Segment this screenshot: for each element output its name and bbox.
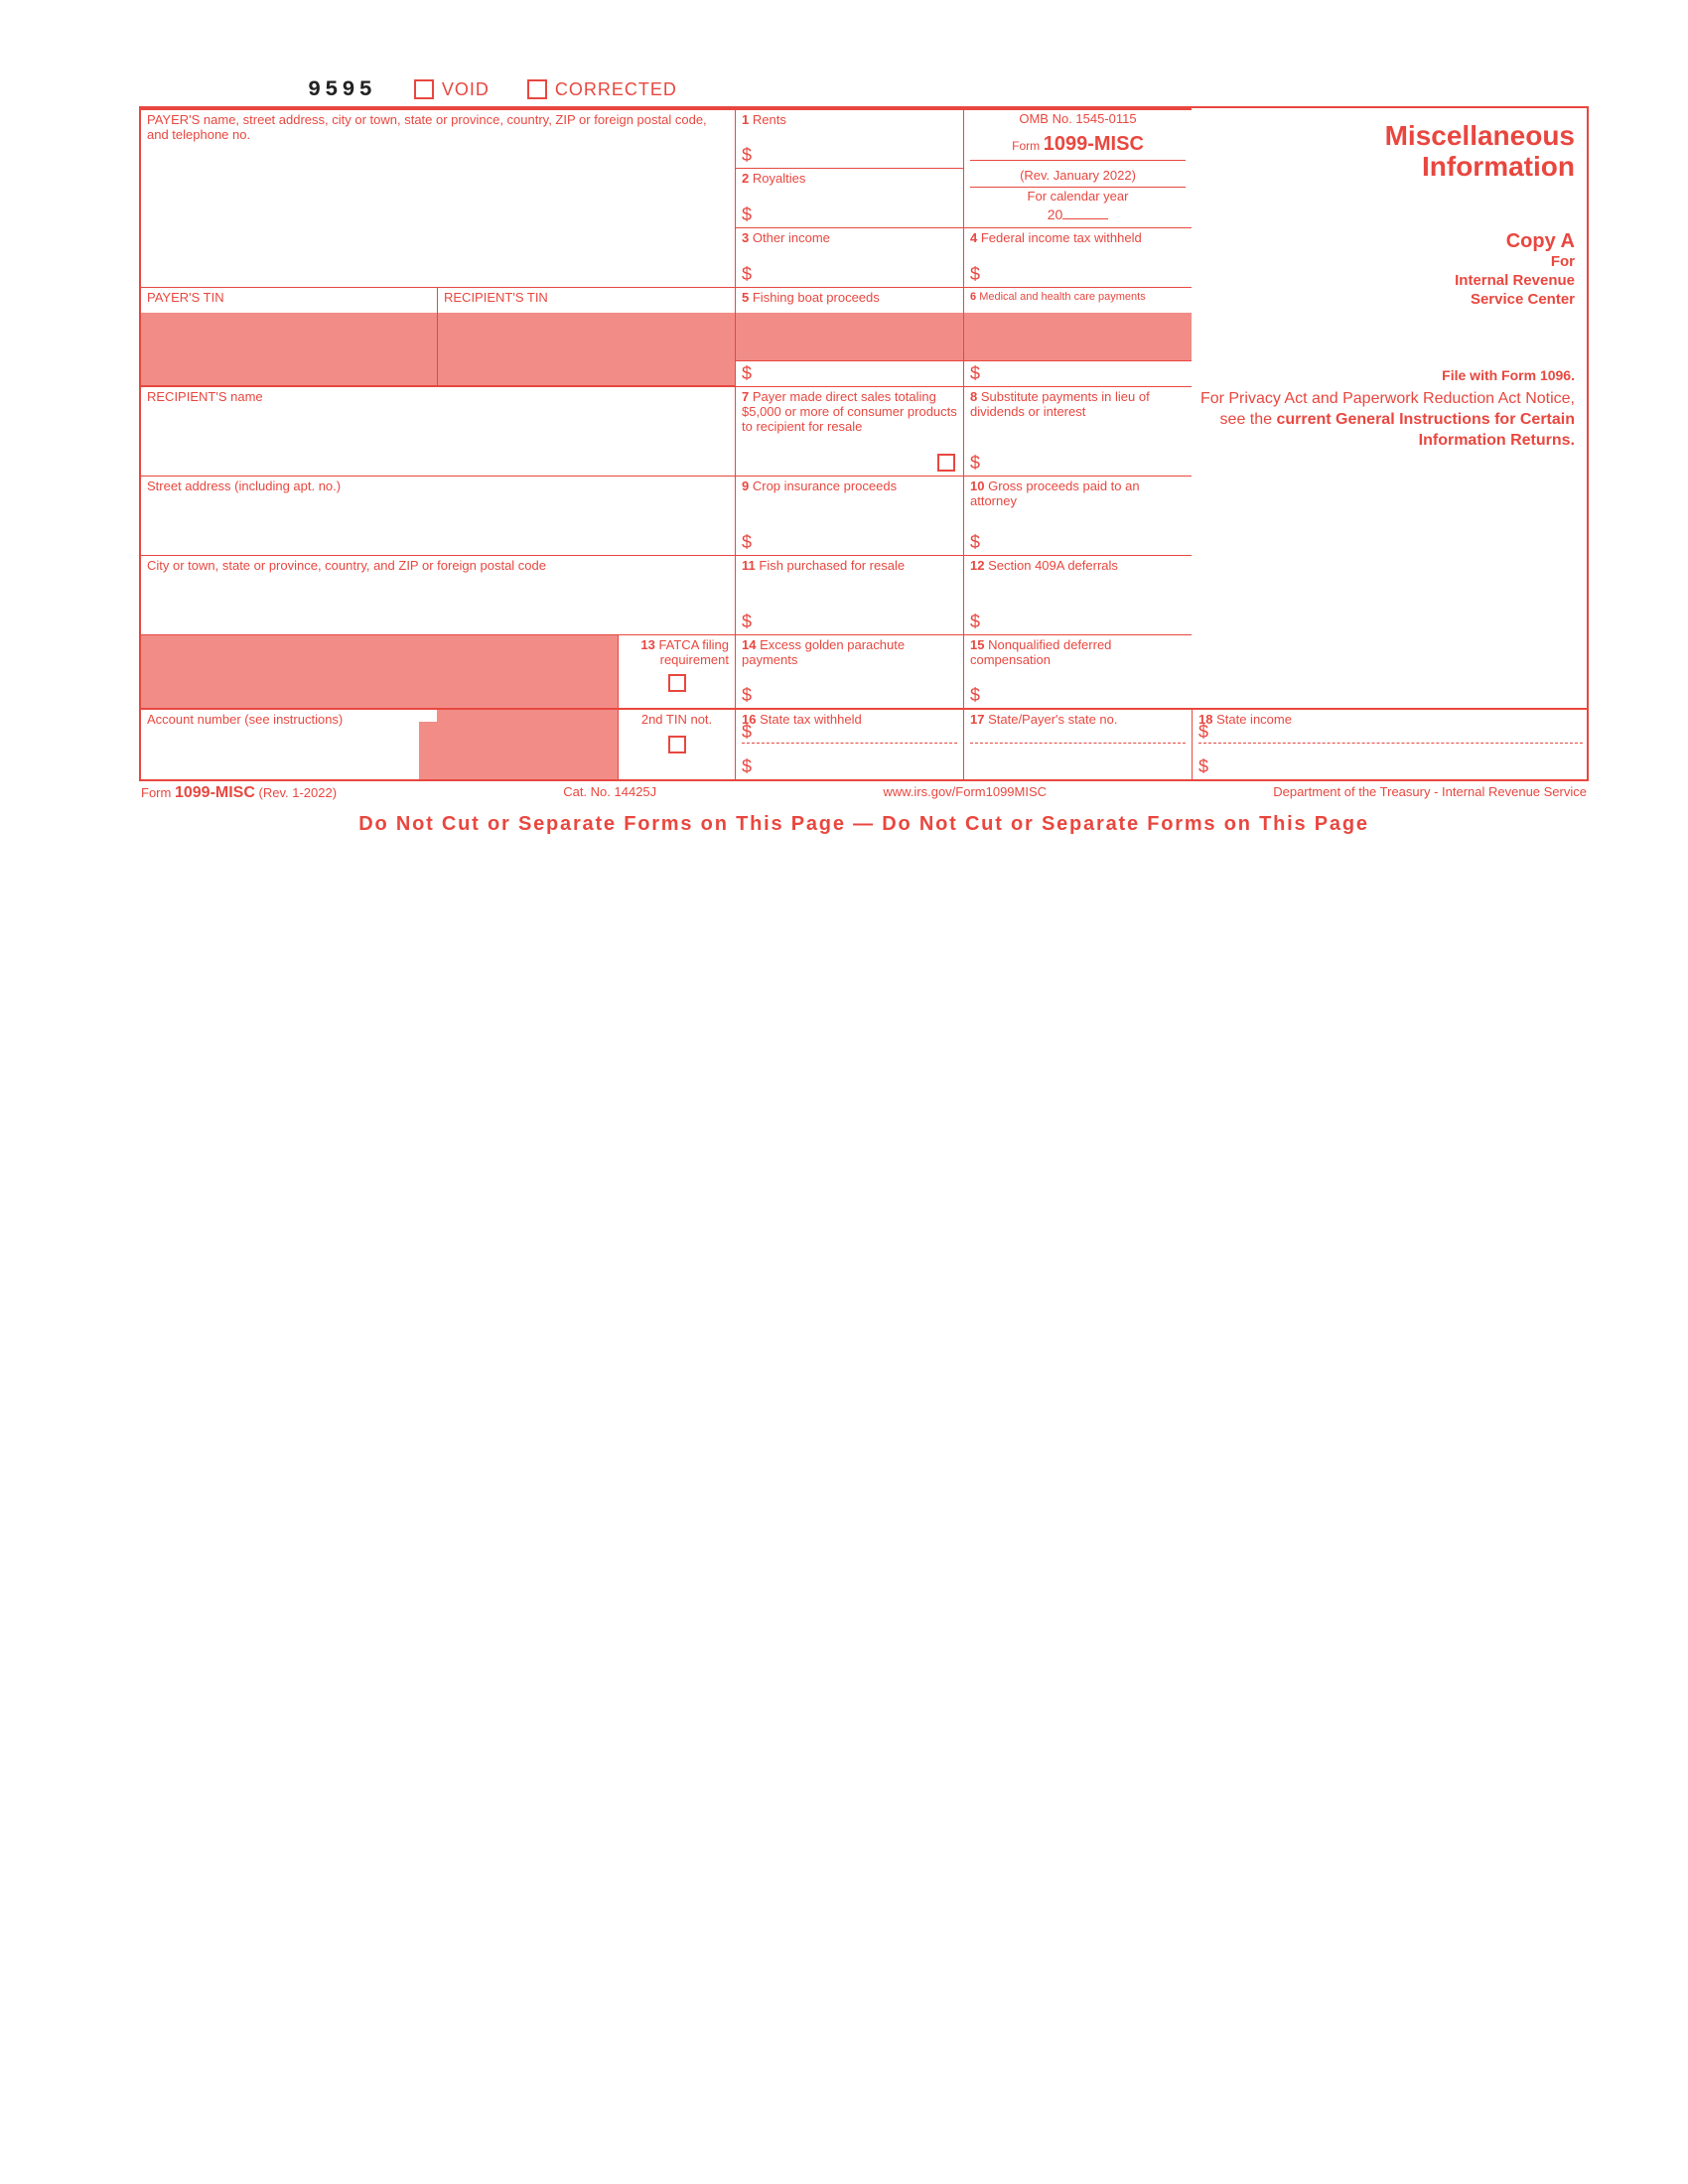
recipient-tin-label-cell: RECIPIENT'S TIN [437,287,735,313]
city-cell[interactable]: City or town, state or province, country… [139,555,735,634]
box-1[interactable]: 1 Rents $ [735,108,963,168]
box-5-label: 5 Fishing boat proceeds [735,287,963,313]
box-17b[interactable] [963,744,1192,779]
void-checkbox[interactable] [414,79,434,99]
copy-a-cell: Copy A For Internal Revenue Service Cent… [1192,227,1589,313]
footer-form-number: 1099-MISC [175,784,255,801]
rev-year-cell: (Rev. January 2022) For calendar year 20 [963,168,1192,227]
footer-line: Form 1099-MISC (Rev. 1-2022) Cat. No. 14… [139,781,1589,805]
ocr-code: 9595 [308,77,376,102]
acct-label: Account number (see instructions) [147,712,343,727]
box-18a[interactable]: 18 State income $ [1192,708,1589,744]
box-7[interactable]: 7 Payer made direct sales totaling $5,00… [735,386,963,476]
footer-url: www.irs.gov/Form1099MISC [883,784,1047,802]
privacy-cell: For Privacy Act and Paperwork Reduction … [1192,386,1589,708]
box-4[interactable]: 4 Federal income tax withheld $ [963,227,1192,287]
box-12[interactable]: 12 Section 409A deferrals $ [963,555,1192,634]
file-1096-cell: File with Form 1096. [1192,313,1589,386]
form-grid: PAYER'S name, street address, city or to… [139,106,1589,781]
box-16b[interactable]: $ [735,744,963,779]
form-number: 1099-MISC [1044,133,1144,155]
tin2-label: 2nd TIN not. [641,712,712,727]
street-label: Street address (including apt. no.) [147,478,341,493]
box-9[interactable]: 9 Crop insurance proceeds $ [735,476,963,555]
corrected-checkbox[interactable] [527,79,547,99]
form-1099-misc: 9595 VOID CORRECTED PAYER'S name, street… [139,74,1589,836]
recipient-name-cell[interactable]: RECIPIENT'S name [139,386,735,476]
box-13-label: FATCA filing requirement [658,637,729,667]
box-15[interactable]: 15 Nonqualified deferred compensation $ [963,634,1192,708]
payer-tin-input[interactable] [139,313,437,386]
box-11[interactable]: 11 Fish purchased for resale $ [735,555,963,634]
recipient-tin-input[interactable] [437,313,735,386]
box-2[interactable]: 2 Royalties $ [735,168,963,227]
box-18b[interactable]: $ [1192,744,1589,779]
rev-label: (Rev. January 2022) [970,169,1186,184]
title-line2: Information [1422,151,1575,182]
copy-for: For [1551,253,1575,270]
file-1096-label: File with Form 1096. [1442,367,1583,383]
void-label: VOID [442,79,490,100]
top-row: 9595 VOID CORRECTED [139,74,1589,104]
title-cell: Miscellaneous Information [1192,108,1589,227]
payer-tin-label: PAYER'S TIN [147,290,224,305]
year-input[interactable] [1062,218,1108,219]
acct-pink: 2nd TIN not. [437,708,735,779]
payer-block[interactable]: PAYER'S name, street address, city or to… [139,108,735,287]
copy-a-label: Copy A [1192,230,1583,253]
payer-tin-label-cell: PAYER'S TIN [139,287,437,313]
recipient-tin-label: RECIPIENT'S TIN [444,290,548,305]
pink-blank2: 13 FATCA filing requirement [437,634,735,708]
box-10[interactable]: 10 Gross proceeds paid to an attorney $ [963,476,1192,555]
box-16a[interactable]: 16 State tax withheld $ [735,708,963,744]
recipient-name-label: RECIPIENT'S name [147,389,263,404]
omb-cell: OMB No. 1545-0115 Form 1099-MISC [963,108,1192,168]
copy-irs1: Internal Revenue [1455,272,1575,289]
box-14[interactable]: 14 Excess golden parachute payments $ [735,634,963,708]
footer-cat: Cat. No. 14425J [563,784,656,802]
title-line1: Miscellaneous [1385,120,1575,151]
box-7-checkbox[interactable] [937,454,955,472]
box-8[interactable]: 8 Substitute payments in lieu of dividen… [963,386,1192,476]
omb-label: OMB No. 1545-0115 [970,112,1186,127]
city-label: City or town, state or province, country… [147,558,546,573]
cal-year-label: For calendar year [970,190,1186,205]
footer-dept: Department of the Treasury - Internal Re… [1273,784,1587,802]
do-not-cut-warning: Do Not Cut or Separate Forms on This Pag… [139,813,1589,836]
box-5-input[interactable]: $ [735,313,963,386]
box-17a[interactable]: 17 State/Payer's state no. [963,708,1192,744]
cal-year-prefix: 20 [1048,206,1063,222]
payer-block-label: PAYER'S name, street address, city or to… [147,112,707,142]
fatca-checkbox[interactable] [668,674,686,692]
acct-cell[interactable]: Account number (see instructions) [139,708,437,779]
corrected-label: CORRECTED [555,79,677,100]
tin2-checkbox[interactable] [668,736,686,753]
box-3[interactable]: 3 Other income $ [735,227,963,287]
privacy-text-2: current General Instructions for Certain… [1276,411,1575,449]
pink-blank [139,634,437,708]
street-cell[interactable]: Street address (including apt. no.) [139,476,735,555]
form-label: Form [1012,139,1040,153]
box-6-label: 6 Medical and health care payments [963,287,1192,313]
box-6-input[interactable]: $ [963,313,1192,386]
copy-irs2: Service Center [1471,291,1575,308]
